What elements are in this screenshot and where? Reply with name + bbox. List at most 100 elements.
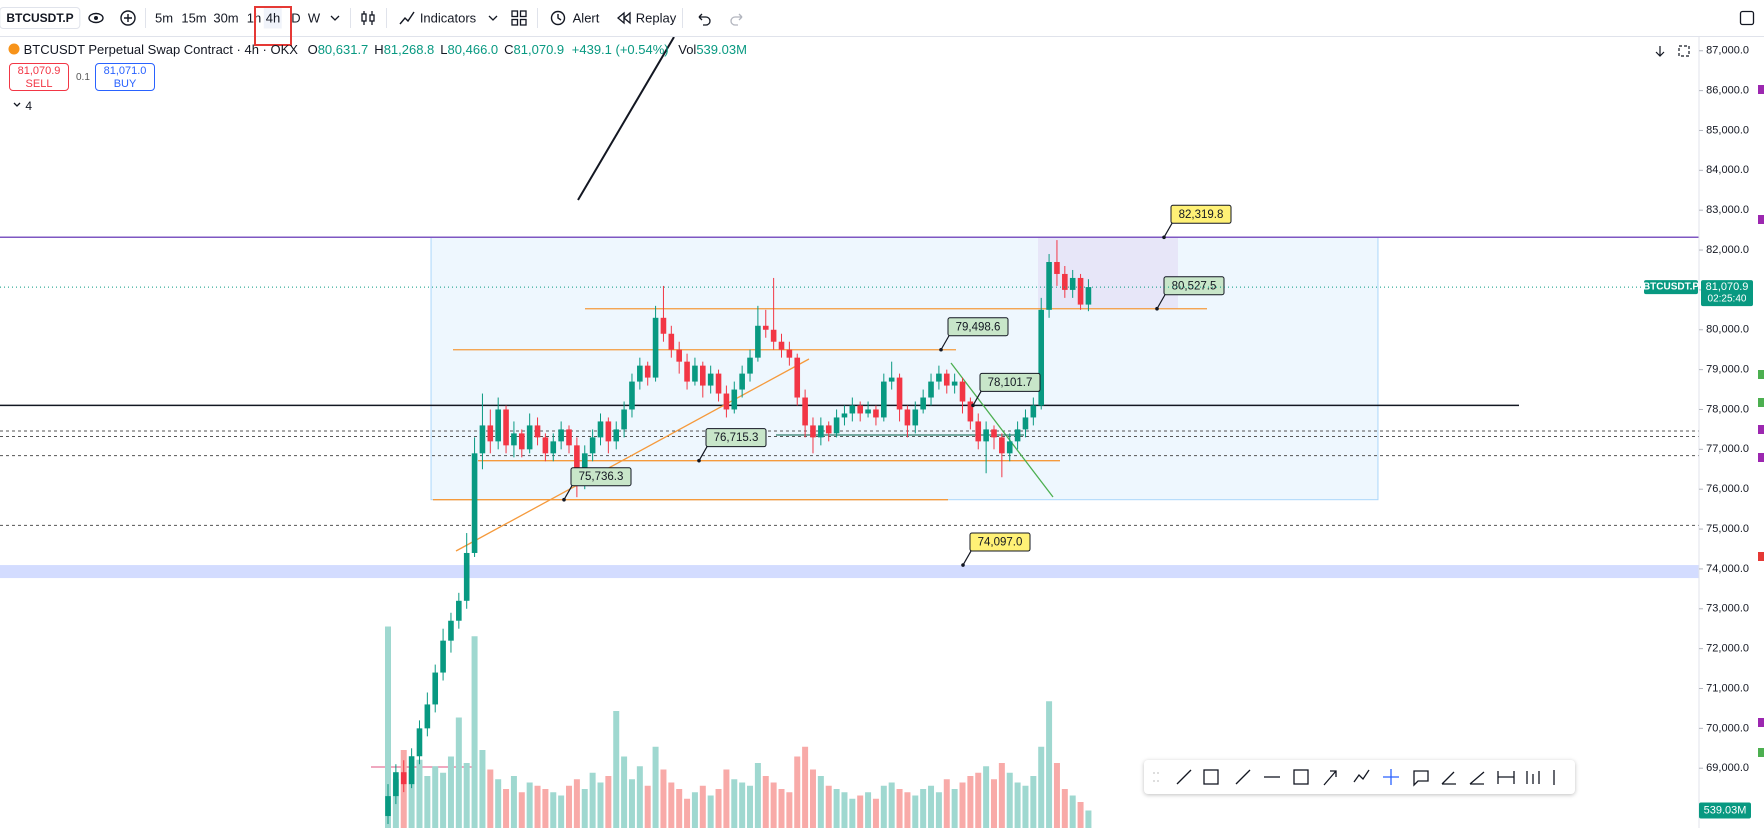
candle-body — [904, 409, 911, 426]
volume-bar — [503, 789, 510, 828]
legend-volume: 539.03M — [696, 42, 747, 57]
alert-button[interactable]: Alert — [572, 10, 600, 26]
price-tag — [1701, 280, 1753, 307]
volume-bar — [754, 763, 761, 828]
symbol-tag — [1644, 280, 1698, 295]
candle-body — [644, 365, 651, 378]
y-tick-label: 80,000.0 — [1706, 324, 1749, 336]
callout-anchor — [971, 403, 975, 408]
highlight-box — [1038, 237, 1178, 309]
path-tool[interactable] — [1353, 769, 1370, 783]
callout-pointer — [972, 391, 982, 406]
volume-bar — [1014, 782, 1021, 828]
arrow-tool[interactable] — [1323, 770, 1337, 786]
candle-body — [518, 433, 525, 450]
candle-body — [888, 377, 895, 382]
rectangle-tool[interactable] — [1203, 769, 1219, 785]
candle-body — [503, 409, 509, 446]
candle-body — [1022, 417, 1029, 430]
interval-button[interactable]: W — [307, 10, 321, 26]
candle-body — [692, 365, 698, 382]
volume-bar — [794, 756, 801, 828]
volume-bar — [566, 785, 573, 828]
legend-value: 81,070.9 — [513, 42, 565, 57]
trend-line — [577, 36, 675, 201]
fullscreen-icon[interactable] — [1738, 9, 1756, 27]
settings-icon[interactable] — [1677, 44, 1691, 58]
volume-bar — [1006, 772, 1013, 828]
interval-button[interactable]: 5m — [154, 10, 174, 26]
eye-icon[interactable] — [87, 9, 105, 27]
bars-pattern-tool[interactable] — [1526, 771, 1540, 784]
legend: BTCUSDT Perpetual Swap Contract · 4h · O… — [8, 42, 747, 57]
candle-body — [424, 704, 431, 729]
ray-tool[interactable] — [1235, 769, 1251, 785]
scroll-down-icon[interactable] — [1653, 44, 1667, 58]
candle-body — [849, 405, 856, 414]
candle-body — [802, 397, 808, 426]
candle-body — [589, 437, 596, 454]
sell-label: SELL — [25, 78, 53, 90]
trend-line-tool[interactable] — [1176, 769, 1192, 785]
fib-tool[interactable] — [1441, 771, 1456, 785]
interval-button[interactable]: D — [291, 10, 301, 26]
symbol-search[interactable]: BTCUSDT.P — [0, 7, 81, 29]
candle-body — [857, 405, 863, 414]
separator — [145, 8, 146, 28]
candle-body — [794, 357, 801, 398]
candle-body — [463, 552, 470, 601]
volume-tag — [1699, 802, 1751, 819]
highlight-box — [254, 6, 292, 46]
callout-tool[interactable] — [1413, 770, 1429, 787]
support-band — [0, 565, 1699, 579]
undo-icon[interactable] — [696, 10, 712, 26]
cross-tool[interactable] — [1383, 769, 1399, 785]
volume-bar — [526, 782, 533, 828]
callout-box — [705, 428, 767, 448]
candle-body — [668, 333, 675, 350]
candle-body — [707, 373, 714, 386]
candle-body — [676, 349, 682, 362]
interval-dropdown[interactable] — [329, 12, 341, 24]
interval-button[interactable]: 4h — [263, 7, 283, 29]
indicators-icon[interactable] — [398, 9, 416, 27]
alert-icon[interactable] — [549, 9, 567, 27]
volume-bar — [628, 779, 635, 828]
drag-handle[interactable] — [1153, 772, 1159, 782]
legend-key: O — [307, 42, 318, 57]
angle-tool[interactable] — [1469, 771, 1485, 785]
y-tick-label: 85,000.0 — [1706, 124, 1749, 136]
y-tick-label: 71,000.0 — [1706, 682, 1749, 694]
chart-type-icon[interactable] — [359, 9, 377, 27]
candle-body — [818, 425, 824, 438]
replay-button[interactable]: Replay — [635, 10, 677, 26]
interval-button[interactable]: 30m — [213, 10, 239, 26]
candle-body — [943, 373, 950, 386]
layout-icon[interactable] — [510, 9, 528, 27]
sell-button[interactable]: 81,070.9 SELL — [9, 63, 69, 91]
y-tick-label: 75,000.0 — [1706, 523, 1749, 535]
candle-body — [1054, 262, 1060, 274]
volume-bar — [416, 759, 423, 828]
price-tool[interactable] — [1293, 769, 1309, 785]
volume-bar — [691, 792, 698, 828]
callout-anchor — [1155, 306, 1159, 311]
volume-bar — [935, 792, 942, 828]
volume-bar — [849, 798, 856, 828]
indicator-toggle[interactable]: 4 — [12, 99, 32, 113]
candle-body — [723, 393, 730, 410]
add-symbol-icon[interactable] — [119, 9, 137, 27]
candle-body — [881, 381, 887, 418]
indicators-dropdown[interactable] — [487, 12, 499, 24]
callout-pointer — [1163, 222, 1173, 238]
indicators-button[interactable]: Indicators — [419, 10, 477, 26]
volume-bar — [699, 785, 706, 828]
candle-body — [1077, 277, 1084, 305]
volume-tag-label: 539.03M — [1704, 804, 1747, 816]
interval-button[interactable]: 15m — [181, 10, 207, 26]
volume-bar — [668, 782, 675, 828]
replay-icon[interactable] — [616, 10, 632, 26]
volume-bar — [573, 779, 580, 828]
buy-button[interactable]: 81,071.0 BUY — [95, 63, 155, 91]
measure-tool[interactable] — [1497, 771, 1515, 784]
